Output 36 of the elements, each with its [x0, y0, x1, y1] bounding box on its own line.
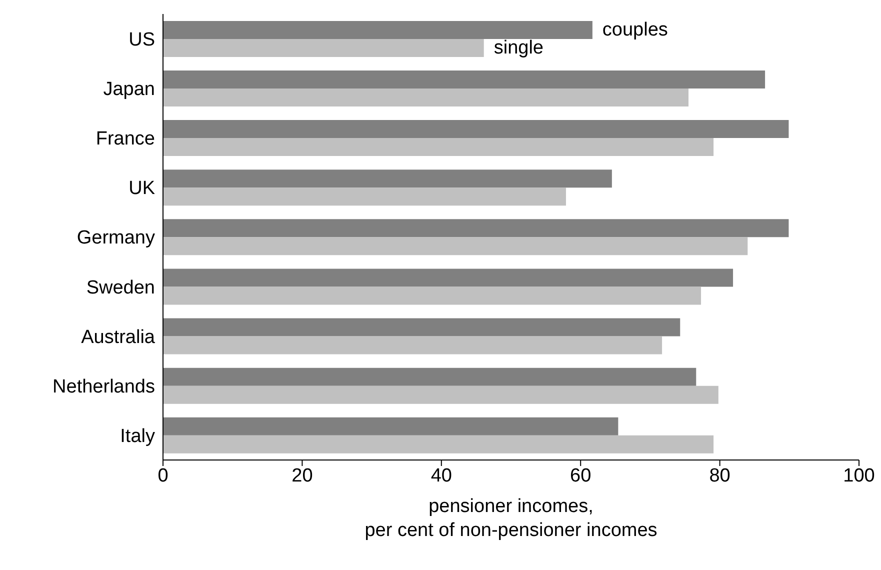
y-tick-label: Netherlands — [52, 376, 155, 398]
bar — [163, 38, 484, 57]
y-tick-label: Germany — [76, 228, 156, 249]
y-tick-label: Japan — [103, 79, 155, 100]
x-tick-label: 0 — [158, 465, 168, 486]
bar — [163, 120, 789, 138]
bar — [163, 188, 566, 206]
bar — [163, 219, 789, 238]
bar — [163, 435, 714, 454]
y-tick-label: US — [128, 30, 155, 51]
bar — [163, 268, 734, 287]
y-tick-label: France — [96, 128, 155, 150]
bar — [163, 70, 766, 88]
y-tick-label: UK — [128, 178, 156, 200]
x-tick-label: 100 — [843, 465, 875, 486]
x-tick-label: 80 — [709, 465, 730, 486]
series-label: couples — [602, 19, 668, 40]
bar — [163, 417, 618, 436]
x-tick-label: 60 — [570, 465, 592, 486]
bar — [163, 237, 748, 256]
bar — [163, 170, 612, 188]
bar — [163, 88, 688, 106]
bar — [163, 318, 680, 336]
bar — [163, 336, 662, 354]
bar — [163, 368, 696, 386]
x-tick-label: 20 — [292, 465, 313, 486]
bar — [163, 138, 714, 156]
y-tick-label: Australia — [81, 326, 156, 348]
x-axis-title: pensioner incomes, per cent of non-pensioner incomes — [364, 496, 658, 541]
bar — [163, 20, 592, 39]
x-tick-label: 40 — [430, 465, 452, 486]
y-tick-label: Italy — [120, 426, 156, 447]
bar — [163, 286, 702, 305]
series-label: single — [494, 37, 544, 58]
y-tick-label: Sweden — [86, 277, 155, 298]
bar — [163, 386, 718, 404]
